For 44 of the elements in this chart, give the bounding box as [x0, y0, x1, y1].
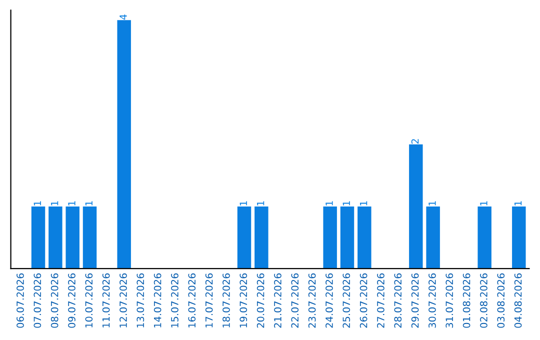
- x-tick-label: 02.08.2026: [480, 273, 488, 328]
- x-tick-label: 29.07.2026: [411, 273, 419, 328]
- x-tick-label: 03.08.2026: [497, 273, 505, 328]
- x-tick-label: 31.07.2026: [446, 273, 454, 328]
- data-label: 1: [257, 201, 264, 206]
- x-tick-label: 30.07.2026: [428, 273, 436, 328]
- data-label: 1: [51, 201, 58, 206]
- x-tick-label: 06.07.2026: [16, 273, 24, 328]
- x-tick-label: 22.07.2026: [291, 273, 299, 328]
- data-label: 1: [360, 201, 368, 206]
- x-tick-label: 17.07.2026: [205, 273, 213, 328]
- x-tick-label: 08.07.2026: [50, 273, 58, 328]
- x-tick-label: 24.07.2026: [326, 273, 333, 328]
- data-label: 1: [428, 201, 436, 206]
- x-tick-label: 28.07.2026: [394, 273, 402, 328]
- data-label: 1: [85, 201, 92, 206]
- x-tick-label: 15.07.2026: [171, 273, 178, 328]
- data-label: 1: [68, 201, 76, 206]
- x-tick-label: 19.07.2026: [240, 273, 248, 328]
- data-label: 1: [480, 201, 488, 206]
- x-tick-label: 01.08.2026: [462, 273, 470, 328]
- data-label: 1: [326, 201, 333, 206]
- x-tick-label: 21.07.2026: [274, 273, 282, 328]
- x-tick-label: 18.07.2026: [222, 273, 230, 328]
- x-tick-label: 04.08.2026: [514, 273, 522, 328]
- x-tick-label: 14.07.2026: [154, 273, 162, 328]
- x-tick-label: 09.07.2026: [68, 273, 76, 328]
- x-tick-label: 10.07.2026: [85, 273, 93, 328]
- x-tick-label: 26.07.2026: [360, 273, 368, 328]
- data-label: 1: [514, 201, 522, 206]
- x-tick-label: 13.07.2026: [136, 273, 144, 328]
- x-tick-label: 20.07.2026: [256, 273, 264, 328]
- x-tick-label: 23.07.2026: [308, 273, 316, 328]
- data-label: 1: [240, 201, 247, 206]
- data-label: 2: [411, 139, 419, 144]
- x-tick-label: 12.07.2026: [120, 273, 127, 328]
- x-tick-label: 25.07.2026: [342, 273, 350, 328]
- data-label: 1: [342, 201, 350, 206]
- data-label: 1: [34, 201, 41, 206]
- data-label: 4: [120, 14, 127, 20]
- x-tick-label: 11.07.2026: [102, 273, 110, 328]
- x-tick-label: 07.07.2026: [34, 273, 42, 328]
- x-tick-label: 27.07.2026: [377, 273, 384, 328]
- x-tick-label: 16.07.2026: [188, 273, 196, 328]
